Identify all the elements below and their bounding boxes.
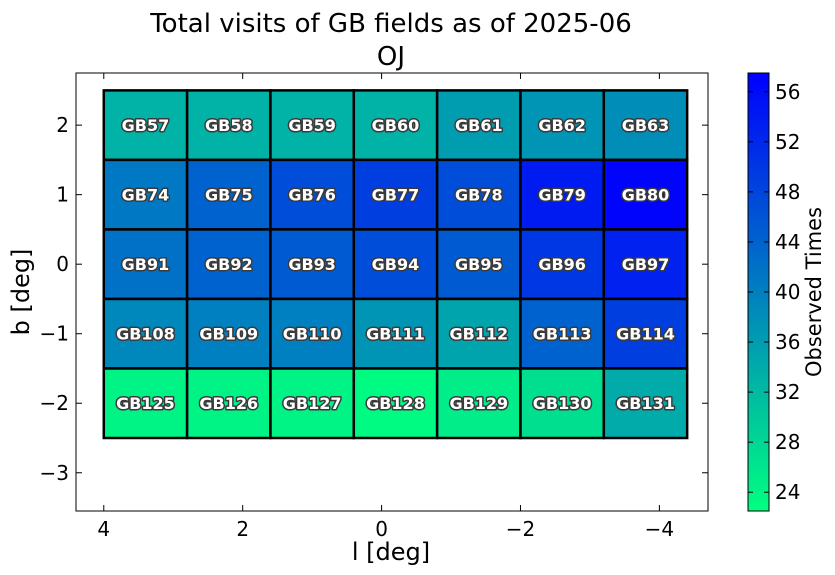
field-label: GB113	[533, 325, 592, 344]
heatmap-cell	[602, 297, 689, 370]
field-label: GB109	[199, 325, 258, 344]
colorbar-tick-label: 44	[775, 230, 800, 254]
heatmap-cell	[352, 158, 439, 231]
x-tick-label: 2	[236, 517, 249, 541]
colorbar-tick-label: 28	[775, 430, 800, 454]
heatmap-cell	[435, 228, 522, 301]
field-label: GB110	[283, 325, 342, 344]
field-label: GB96	[538, 255, 586, 274]
heatmap-cell	[102, 297, 189, 370]
chart-subtitle: OJ	[377, 42, 405, 72]
field-label: GB92	[205, 255, 253, 274]
field-label: GB95	[455, 255, 503, 274]
heatmap-cell	[435, 89, 522, 162]
field-label: GB111	[366, 325, 425, 344]
field-label: GB77	[372, 186, 420, 205]
heatmap-cell	[435, 297, 522, 370]
heatmap-cell	[102, 89, 189, 162]
heatmap-cell	[352, 228, 439, 301]
heatmap-cell	[602, 89, 689, 162]
field-label: GB94	[372, 255, 420, 274]
heatmap-cell	[185, 367, 272, 440]
colorbar-tick-label: 36	[775, 330, 800, 354]
y-tick-label: 0	[56, 252, 69, 276]
field-label: GB79	[538, 186, 586, 205]
field-label: GB58	[205, 116, 253, 135]
field-label: GB129	[449, 394, 508, 413]
field-label: GB59	[288, 116, 336, 135]
field-label: GB76	[288, 186, 336, 205]
y-tick-label: 2	[56, 113, 69, 137]
x-axis: 4 2 0 −2 −4	[97, 73, 674, 541]
colorbar-tick-label: 40	[775, 280, 800, 304]
field-label: GB114	[616, 325, 675, 344]
y-tick-label: 1	[56, 183, 69, 207]
field-label: GB131	[616, 394, 675, 413]
field-label: GB74	[122, 186, 170, 205]
colorbar-ticks: 24 28 32 36 40 44 48 52 56	[748, 80, 800, 504]
colorbar-tick-label: 32	[775, 380, 800, 404]
field-label: GB127	[283, 394, 342, 413]
field-label: GB80	[622, 186, 670, 205]
x-tick-label: 0	[375, 517, 388, 541]
colorbar-tick-label: 56	[775, 80, 800, 104]
y-tick-label: −1	[40, 322, 69, 346]
x-tick-label: −4	[645, 517, 674, 541]
field-label: GB97	[622, 255, 670, 274]
field-labels: GB57 GB58 GB59 GB60 GB61 GB62 GB63 GB74 GB75 GB76…	[115, 115, 677, 415]
field-label: GB62	[538, 116, 586, 135]
colorbar-tick-label: 48	[775, 180, 800, 204]
field-label: GB60	[372, 116, 420, 135]
colorbar-tick-label: 24	[775, 480, 800, 504]
field-label: GB61	[455, 116, 503, 135]
field-label: GB112	[449, 325, 508, 344]
y-tick-label: −3	[40, 461, 69, 485]
y-tick-label: −2	[40, 391, 69, 415]
colorbar-label: Observed Times	[802, 207, 826, 377]
field-label: GB108	[116, 325, 175, 344]
heatmap-cell	[435, 367, 522, 440]
heatmap-cell	[519, 158, 606, 231]
x-tick-label: 4	[97, 517, 110, 541]
field-label: GB125	[116, 394, 175, 413]
chart-title: Total visits of GB fields as of 2025-06	[149, 9, 632, 39]
field-label: GB126	[199, 394, 258, 413]
field-label: GB75	[205, 186, 253, 205]
heatmap-cell	[602, 367, 689, 440]
field-label: GB130	[533, 394, 592, 413]
field-label: GB57	[122, 116, 170, 135]
heatmap-cell	[185, 158, 272, 231]
field-label: GB93	[288, 255, 336, 274]
field-label: GB63	[622, 116, 670, 135]
heatmap-cell	[185, 228, 272, 301]
y-axis-label: b [deg]	[7, 249, 35, 336]
heatmap-cell	[519, 228, 606, 301]
heatmap-cell	[519, 367, 606, 440]
colorbar-tick-label: 52	[775, 130, 800, 154]
field-label: GB128	[366, 394, 425, 413]
heatmap-cells	[102, 89, 689, 440]
x-tick-label: −2	[506, 517, 535, 541]
field-label: GB78	[455, 186, 503, 205]
heatmap-cell	[602, 228, 689, 301]
x-axis-label: l [deg]	[352, 538, 430, 566]
field-label: GB91	[122, 255, 170, 274]
y-axis: 2 1 0 −1 −2 −3	[40, 113, 708, 485]
heatmap-cell	[102, 228, 189, 301]
